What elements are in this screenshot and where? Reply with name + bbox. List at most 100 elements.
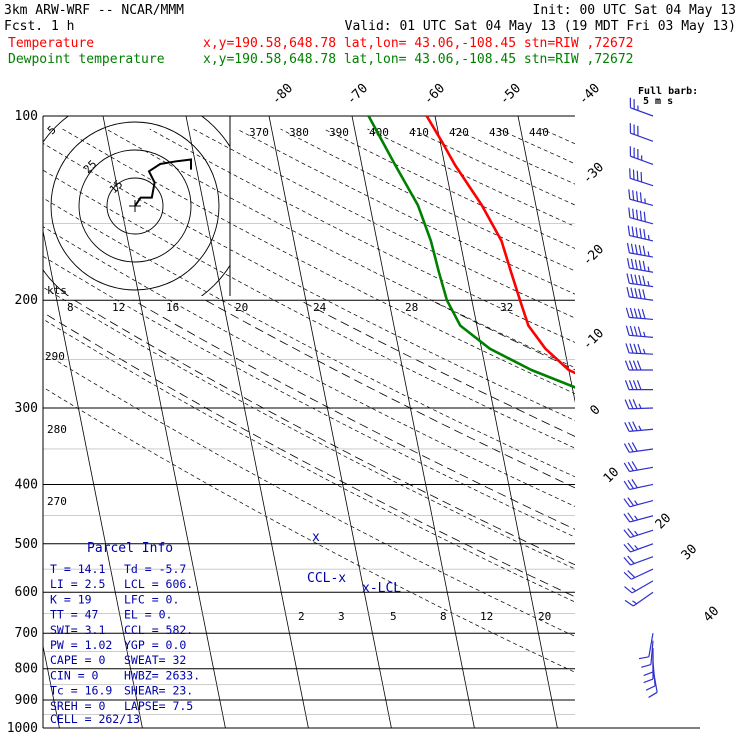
hodograph-ring-label: 25	[81, 158, 100, 177]
isotherm-line	[102, 116, 226, 728]
dry-adiabat	[43, 197, 575, 478]
parcel-row-left: SREH = 0	[50, 699, 105, 713]
isotherm-line	[268, 116, 392, 728]
parcel-cell: CELL = 262/13	[50, 712, 140, 726]
parcel-row-right: LCL = 606.	[124, 577, 193, 591]
pressure-label: 300	[15, 401, 38, 416]
theta-label: 420	[449, 126, 469, 139]
barb-staff	[650, 640, 654, 665]
barb-flag	[631, 442, 638, 452]
temperature-profile	[425, 116, 575, 375]
wind-barb	[624, 591, 654, 607]
barb-staff	[629, 216, 654, 225]
barb-flag	[632, 360, 638, 371]
forecast-hour: Fcst. 1 h	[4, 19, 74, 34]
barb-flag	[636, 360, 642, 371]
hodograph-unit: kts	[47, 284, 67, 297]
barb-half	[638, 425, 642, 431]
barb-half	[632, 600, 637, 605]
barb-flag	[633, 343, 638, 354]
barb-flag	[624, 422, 630, 432]
isotherm-label: -70	[344, 81, 371, 108]
barb-flag	[625, 343, 630, 354]
barb-staff	[629, 515, 654, 523]
wind-barb	[626, 242, 654, 258]
dry-adiabat	[43, 352, 575, 637]
temperature-legend-info: x,y=190.58,648.78 lat,lon= 43.06,-108.45…	[203, 36, 633, 51]
dry-adiabat	[672, 129, 740, 740]
isotherm-line	[434, 116, 558, 728]
wind-barb	[627, 225, 654, 242]
dry-adiabat	[498, 128, 575, 165]
dry-adiabat	[43, 169, 575, 449]
model-title: 3km ARW-WRF -- NCAR/MMM	[4, 3, 184, 18]
barb-half	[634, 500, 639, 506]
barb-flag	[627, 479, 634, 489]
barb-half	[647, 281, 650, 287]
mixing-ratio-label: 5	[390, 610, 397, 623]
barb-flag	[623, 513, 631, 523]
barb-flag	[643, 678, 654, 684]
barb-flag	[626, 258, 630, 269]
wind-barb	[626, 287, 654, 301]
dry-adiabat	[43, 386, 575, 673]
wind-barb	[623, 528, 654, 539]
hodograph-axis-label: 12	[112, 301, 125, 314]
barb-flag	[639, 192, 643, 203]
barb-flag	[623, 462, 630, 472]
barb-flag	[628, 189, 631, 200]
isotherm-label: -20	[580, 242, 607, 269]
pressure-label: 200	[15, 293, 38, 308]
barb-flag	[634, 244, 638, 255]
el-annotation: x	[312, 530, 320, 545]
wind-barb	[648, 668, 658, 698]
hodograph-axis-label: 16	[166, 301, 179, 314]
barb-flag	[623, 571, 632, 580]
wind-barb	[623, 497, 654, 508]
hodograph-ring	[78, 149, 192, 263]
hodograph-axis-label: 20	[235, 301, 248, 314]
theta-label: 270	[47, 495, 67, 508]
barb-flag	[627, 512, 635, 522]
wind-barb	[625, 325, 654, 338]
hodograph-axis-label: 24	[313, 301, 327, 314]
barb-flag	[648, 691, 658, 698]
parcel-row-left: T = 14.1	[50, 562, 105, 576]
barb-flag	[630, 273, 634, 284]
dry-adiabat	[149, 128, 575, 343]
barb-flag	[627, 570, 636, 578]
isotherm-line	[185, 116, 309, 728]
barb-flag	[628, 421, 634, 432]
parcel-annotations: CCL-x x-LCL x	[307, 530, 401, 596]
barb-half	[647, 266, 650, 272]
wind-barb	[624, 421, 654, 432]
barb-staff	[629, 499, 654, 508]
barb-flag	[637, 326, 642, 337]
dry-adiabat	[716, 129, 740, 740]
parcel-row-right: SWEAT= 32	[124, 653, 186, 667]
theta-label: 370	[249, 126, 269, 139]
parcel-row-right: Td = -5.7	[124, 562, 186, 576]
barb-flag	[625, 325, 630, 336]
barb-flag	[627, 542, 635, 552]
theta-label: 280	[47, 423, 67, 436]
wind-barb	[626, 258, 654, 273]
barb-legend-unit: 5 m s	[643, 96, 673, 107]
barb-flag	[627, 555, 635, 564]
barb-flag	[626, 273, 630, 284]
theta-label: 440	[529, 126, 549, 139]
isotherm-label: -80	[269, 81, 296, 108]
parcel-row-left: SWI= 3.1	[50, 623, 105, 637]
barb-half	[638, 403, 642, 409]
barb-flag	[634, 288, 638, 299]
barb-flag	[628, 207, 631, 218]
barb-flag	[632, 208, 635, 219]
barb-flag	[627, 461, 634, 472]
wind-barbs: Full barb: 5 m s	[623, 86, 698, 698]
wind-barb	[624, 399, 654, 410]
dry-adiabat	[454, 128, 575, 185]
wind-barb	[638, 633, 654, 660]
wind-barb	[625, 307, 654, 321]
wind-barb	[628, 189, 654, 207]
barb-flag	[632, 380, 638, 390]
